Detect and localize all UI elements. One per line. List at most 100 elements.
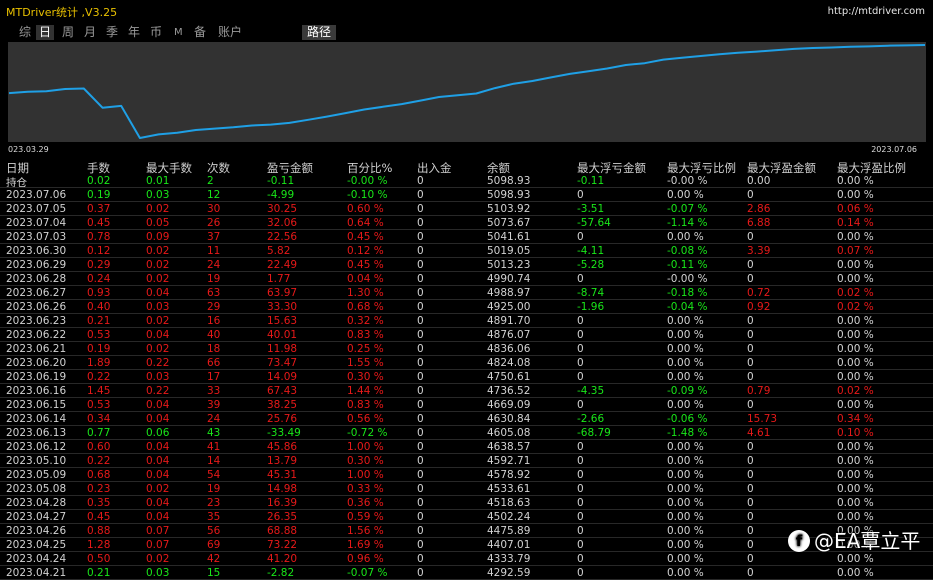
cell-date: 2023.07.03 (6, 231, 67, 243)
table-row[interactable]: 2023.06.30 0.12 0.02 11 5.82 0.12 % 0 5019.05 -4… (0, 244, 933, 258)
table-row[interactable]: 2023.06.27 0.93 0.04 63 63.97 1.30 % 0 4988.97 -… (0, 286, 933, 300)
website-link[interactable]: http://mtdriver.com (827, 6, 925, 17)
cell-pnl: 1.77 (267, 273, 291, 285)
cell-pnl: -4.99 (267, 189, 295, 201)
header-max-float-loss-pct[interactable]: 最大浮亏比例 (667, 161, 736, 175)
header-lots[interactable]: 手数 (87, 161, 110, 175)
cell-max-float-profit: 0.92 (747, 301, 771, 313)
facebook-icon: f (788, 530, 810, 552)
header-deposit[interactable]: 出入金 (417, 161, 452, 175)
row-divider (0, 327, 933, 328)
cell-pnl: 63.97 (267, 287, 298, 299)
cell-balance: 4630.84 (487, 413, 531, 425)
cell-max-float-loss: 0 (577, 441, 584, 453)
tab-note[interactable]: 备 (194, 25, 207, 39)
cell-percent: 0.83 % (347, 399, 384, 411)
cell-max-float-loss-pct: 0.00 % (667, 469, 704, 481)
table-row[interactable]: 持仓 0.02 0.01 2 -0.11 -0.00 % 0 5098.93 -0.11 -0.0… (0, 174, 933, 189)
cell-percent: -0.72 % (347, 427, 388, 439)
cell-max-float-loss-pct: -1.14 % (667, 217, 708, 229)
row-divider (0, 355, 933, 356)
cell-max-float-loss-pct: 0.00 % (667, 371, 704, 383)
cell-count: 24 (207, 259, 221, 271)
tab-week[interactable]: 周 (62, 25, 75, 39)
table-row[interactable]: 2023.06.13 0.77 0.06 43 -33.49 -0.72 % 0 4605.0… (0, 426, 933, 440)
tab-day[interactable]: 日 (36, 25, 55, 40)
cell-date: 2023.06.19 (6, 371, 67, 383)
tab-summary[interactable]: 综 (19, 25, 32, 39)
header-max-float-profit[interactable]: 最大浮盈金额 (747, 161, 816, 175)
cell-lots: 0.21 (87, 567, 111, 579)
header-max-float-profit-pct[interactable]: 最大浮盈比例 (837, 161, 906, 175)
table-row[interactable]: 2023.06.28 0.24 0.02 19 1.77 0.04 % 0 4990.74 0 -… (0, 272, 933, 286)
table-row[interactable]: 2023.07.06 0.19 0.03 12 -4.99 -0.10 % 0 5098.93… (0, 188, 933, 202)
header-balance[interactable]: 余额 (487, 161, 510, 175)
cell-count: 30 (207, 203, 221, 215)
cell-deposit: 0 (417, 483, 424, 495)
cell-max-float-profit-pct: 0.00 % (837, 483, 874, 495)
tab-year[interactable]: 年 (128, 25, 141, 39)
cell-lots: 0.19 (87, 343, 111, 355)
table-row[interactable]: 2023.06.12 0.60 0.04 41 45.86 1.00 % 0 4638.57 0… (0, 440, 933, 454)
cell-date: 2023.04.26 (6, 525, 67, 537)
header-count[interactable]: 次数 (207, 161, 230, 175)
cell-pnl: 33.30 (267, 301, 298, 313)
tab-currency[interactable]: 币 (150, 25, 163, 39)
table-row[interactable]: 2023.06.19 0.22 0.03 17 14.09 0.30 % 0 4750.61 0… (0, 370, 933, 384)
cell-max-float-profit-pct: 0.00 % (837, 315, 874, 327)
table-row[interactable]: 2023.05.09 0.68 0.04 54 45.31 1.00 % 0 4578.92 0… (0, 468, 933, 482)
cell-count: 69 (207, 539, 221, 551)
tab-month[interactable]: 月 (84, 25, 97, 39)
table-row[interactable]: 2023.06.23 0.21 0.02 16 15.63 0.32 % 0 4891.70 0… (0, 314, 933, 328)
header-pnl[interactable]: 盈亏金额 (267, 161, 313, 175)
cell-deposit: 0 (417, 231, 424, 243)
cell-balance: 4502.24 (487, 511, 531, 523)
header-max-float-loss[interactable]: 最大浮亏金额 (577, 161, 646, 175)
cell-pnl: 16.39 (267, 497, 298, 509)
cell-percent: 0.68 % (347, 301, 384, 313)
cell-deposit: 0 (417, 245, 424, 257)
table-row[interactable]: 2023.06.29 0.29 0.02 24 22.49 0.45 % 0 5013.23 -… (0, 258, 933, 272)
cell-lots: 1.45 (87, 385, 111, 397)
tab-magic[interactable]: M (174, 27, 183, 38)
cell-balance: 5073.67 (487, 217, 531, 229)
chart-end-date: 2023.07.06 (871, 145, 917, 154)
tab-account[interactable]: 账户 (218, 25, 243, 39)
cell-max-float-profit-pct: 0.10 % (837, 427, 874, 439)
cell-count: 19 (207, 483, 221, 495)
tab-quarter[interactable]: 季 (106, 25, 119, 39)
table-row[interactable]: 2023.06.20 1.89 0.22 66 73.47 1.55 % 0 4824.08 0… (0, 356, 933, 370)
cell-max-float-loss: -0.11 (577, 175, 605, 187)
table-row[interactable]: 2023.04.28 0.35 0.04 23 16.39 0.36 % 0 4518.63 0… (0, 496, 933, 510)
table-row[interactable]: 2023.04.21 0.21 0.03 15 -2.82 -0.07 % 0 4292.59… (0, 566, 933, 580)
table-row[interactable]: 2023.06.15 0.53 0.04 39 38.25 0.83 % 0 4669.09 0… (0, 398, 933, 412)
table-row[interactable]: 2023.04.26 0.88 0.07 56 68.88 1.56 % 0 4475.89 0… (0, 524, 933, 538)
table-row[interactable]: 2023.06.26 0.40 0.03 29 33.30 0.68 % 0 4925.00 -… (0, 300, 933, 314)
table-row[interactable]: 2023.04.27 0.45 0.04 35 26.35 0.59 % 0 4502.24 0… (0, 510, 933, 524)
table-row[interactable]: 2023.06.21 0.19 0.02 18 11.98 0.25 % 0 4836.06 0… (0, 342, 933, 356)
cell-percent: 0.60 % (347, 203, 384, 215)
table-row[interactable]: 2023.07.04 0.45 0.05 26 32.06 0.64 % 0 5073.67 -… (0, 216, 933, 230)
table-row[interactable]: 2023.07.03 0.78 0.09 37 22.56 0.45 % 0 5041.61 0… (0, 230, 933, 244)
cell-deposit: 0 (417, 203, 424, 215)
cell-balance: 4669.09 (487, 399, 531, 411)
table-row[interactable]: 2023.05.10 0.22 0.04 14 13.79 0.30 % 0 4592.71 0… (0, 454, 933, 468)
header-percent[interactable]: 百分比% (347, 161, 393, 175)
table-row[interactable]: 2023.05.08 0.23 0.02 19 14.98 0.33 % 0 4533.61 0… (0, 482, 933, 496)
header-date[interactable]: 日期 (6, 161, 29, 175)
cell-max-lots: 0.02 (146, 315, 170, 327)
cell-max-float-loss: 0 (577, 273, 584, 285)
table-row[interactable]: 2023.04.25 1.28 0.07 69 73.22 1.69 % 0 4407.01 0… (0, 538, 933, 552)
table-row[interactable]: 2023.06.14 0.34 0.04 24 25.76 0.56 % 0 4630.84 -… (0, 412, 933, 426)
table-row[interactable]: 2023.04.24 0.50 0.02 42 41.20 0.96 % 0 4333.79 0… (0, 552, 933, 566)
table-row[interactable]: 2023.06.16 1.45 0.22 33 67.43 1.44 % 0 4736.52 -… (0, 384, 933, 398)
row-divider (0, 565, 933, 566)
daily-stats-table: 日期 手数 最大手数 次数 盈亏金额 百分比% 出入金 余额 最大浮亏金额 最大浮亏比例 最大浮盈金… (0, 158, 933, 580)
row-divider (0, 551, 933, 552)
table-row[interactable]: 2023.06.22 0.53 0.04 40 40.01 0.83 % 0 4876.07 0… (0, 328, 933, 342)
cell-balance: 4638.57 (487, 441, 531, 453)
table-row[interactable]: 2023.07.05 0.37 0.02 30 30.25 0.60 % 0 5103.92 -… (0, 202, 933, 216)
header-max-lots[interactable]: 最大手数 (146, 161, 192, 175)
cell-lots: 0.24 (87, 273, 111, 285)
tab-path[interactable]: 路径 (302, 25, 337, 40)
